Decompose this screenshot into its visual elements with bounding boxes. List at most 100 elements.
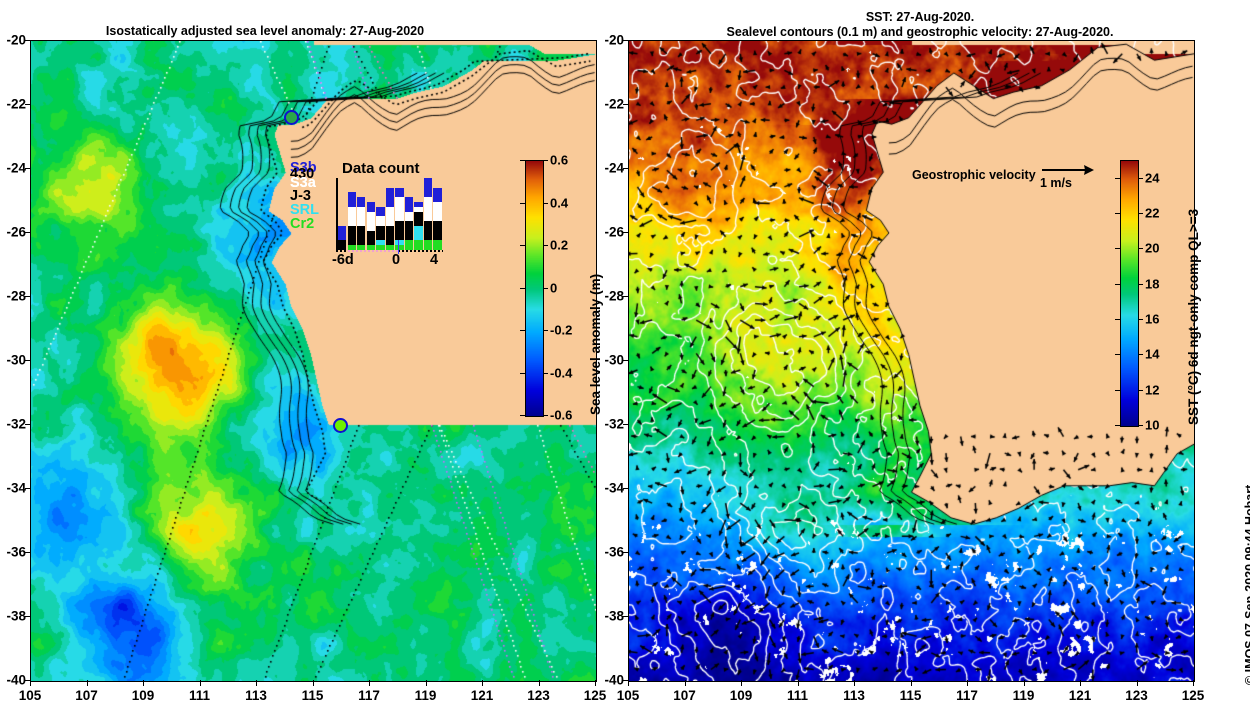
y-axis-tick-label: -38 (604, 608, 624, 624)
y-axis-tick-label: -24 (6, 160, 26, 176)
x-axis-tick-mark (595, 680, 596, 686)
x-axis-tick-label: 113 (245, 688, 267, 703)
data-count-segment-cr2 (404, 240, 414, 250)
data-count-y-axis (336, 178, 338, 250)
data-count-title: Data count (342, 160, 420, 177)
colorbar-tick-left (1115, 177, 1120, 179)
colorbar-tick-label: 12 (1145, 382, 1160, 398)
x-axis-tick-label: 105 (18, 688, 42, 703)
y-axis-tick-label: -36 (604, 544, 624, 560)
sea-level-anomaly-map[interactable] (30, 40, 597, 682)
colorbar-tick-label: 14 (1145, 346, 1160, 362)
colorbar-tick-label: 16 (1145, 311, 1160, 327)
x-axis-tick-mark (199, 680, 201, 686)
data-count-segment-j3 (404, 221, 414, 241)
colorbar-tick-left (1115, 248, 1120, 250)
geostrophic-velocity-key-label: Geostrophic velocity (912, 168, 1036, 182)
right-panel-title: SST: 27-Aug-2020. Sealevel contours (0.1… (726, 10, 1114, 39)
data-count-segment-cr2 (376, 245, 385, 250)
y-axis-tick-label: -20 (6, 32, 26, 48)
data-count-bars (338, 178, 443, 250)
colorbar-tick-left (520, 202, 525, 204)
colorbar-tick (1138, 248, 1143, 250)
colorbar-tick-label: -0.4 (550, 365, 573, 380)
x-axis-tick-mark (30, 680, 31, 686)
data-count-segment-s3b (347, 192, 356, 207)
data-count-segment-cr2 (423, 240, 433, 250)
data-count-series-s3b: S3b (290, 160, 317, 176)
x-axis-tick-label: 121 (1068, 688, 1092, 703)
colorbar-tick (1138, 319, 1143, 320)
data-count-segment-j3 (376, 226, 385, 241)
data-count-segment-s3b (376, 206, 385, 217)
x-axis-tick-mark (1080, 680, 1081, 686)
y-axis-tick-label: -32 (604, 416, 624, 432)
data-count-segment-j3 (347, 226, 356, 246)
data-count-today-line (398, 240, 399, 254)
y-axis-tick-label: -36 (6, 544, 26, 560)
colorbar-tick (543, 372, 548, 374)
data-count-series-srl: SRL (290, 202, 319, 218)
x-axis-tick-label: 115 (301, 688, 324, 703)
colorbar-tick-label: 0.6 (550, 152, 569, 168)
colorbar-tick-label: 24 (1145, 170, 1160, 186)
x-axis-tick-mark (741, 680, 742, 686)
data-count-segment-cr2 (385, 245, 395, 250)
y-axis-tick-mark (623, 232, 629, 233)
colorbar-tick-left (520, 330, 525, 331)
data-count-x-tick-label: 4 (430, 252, 439, 268)
colorbar-tick-label: 18 (1145, 276, 1160, 292)
colorbar-tick-left (520, 415, 525, 416)
x-axis-tick-label: 123 (527, 688, 550, 703)
colorbar-tick-label: 10 (1145, 417, 1160, 433)
data-count-bar (338, 226, 347, 250)
x-axis-tick-label: 121 (470, 688, 494, 703)
colorbar-tick (543, 160, 548, 161)
left-panel-title: Isostatically adjusted sea level anomaly… (105, 24, 425, 38)
x-axis-tick-mark (482, 680, 483, 686)
x-axis-tick-mark (1136, 680, 1138, 686)
data-count-bar (433, 187, 442, 250)
data-count-segment-s3b (395, 187, 404, 198)
data-count-x-tick-label: 0 (392, 252, 401, 268)
sst-canvas (629, 41, 1194, 681)
data-count-baseline-dotted-pink (348, 250, 400, 252)
x-axis-tick-mark (538, 680, 540, 686)
data-count-bar (385, 187, 395, 250)
data-count-bar (366, 202, 375, 250)
data-count-segment-j3 (414, 211, 423, 226)
data-count-segment-s3a (357, 206, 366, 226)
sea-level-anomaly-canvas (31, 41, 596, 681)
data-count-bar (423, 178, 433, 250)
y-axis-tick-label: -30 (6, 352, 26, 368)
colorbar-tick-left (1115, 354, 1120, 356)
data-count-segment-s3a (414, 206, 423, 212)
x-axis-tick-mark (854, 680, 855, 686)
colorbar-tick (1138, 354, 1143, 356)
data-count-series-j3: J-3 (290, 188, 311, 204)
data-count-segment-j3 (366, 230, 375, 246)
y-axis-tick-mark (623, 296, 629, 297)
x-axis-tick-mark (628, 680, 629, 686)
x-axis-tick-label: 113 (843, 688, 865, 703)
colorbar-tick-left (1115, 319, 1120, 320)
x-axis-tick-label: 125 (1181, 688, 1205, 703)
y-axis-tick-mark (623, 40, 629, 41)
y-axis-tick-label: -26 (6, 224, 26, 240)
sst-colorbar-title: SST (°C) 6d ngt-only comp QL>=3 (1186, 208, 1201, 425)
data-count-segment-j3 (385, 226, 395, 246)
x-axis-tick-mark (143, 680, 144, 686)
y-axis-tick-label: -26 (604, 224, 624, 240)
x-axis-tick-label: 105 (616, 688, 640, 703)
x-axis-tick-label: 109 (131, 688, 155, 703)
x-axis-tick-mark (797, 680, 799, 686)
colorbar-tick-left (1115, 213, 1120, 214)
x-axis-tick-mark (312, 680, 314, 686)
sst-map[interactable] (628, 40, 1195, 682)
data-count-segment-s3b (433, 187, 442, 202)
data-count-segment-s3a (385, 206, 395, 226)
colorbar-tick-label: -0.6 (550, 407, 573, 423)
data-count-segment-j3 (395, 221, 404, 241)
x-axis-tick-label: 107 (75, 688, 98, 703)
y-axis-tick-label: -28 (604, 288, 624, 304)
